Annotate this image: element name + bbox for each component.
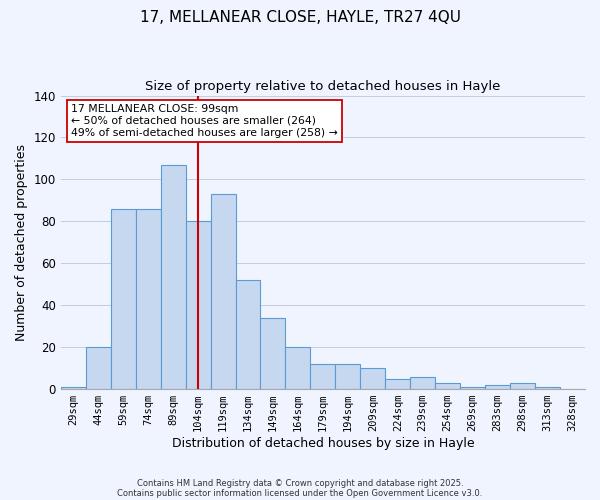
Bar [61, 387, 86, 389]
Text: Contains HM Land Registry data © Crown copyright and database right 2025.: Contains HM Land Registry data © Crown c… [137, 478, 463, 488]
Bar [111, 209, 136, 389]
Bar [485, 385, 510, 389]
Bar [161, 164, 185, 389]
Bar [136, 209, 161, 389]
Bar [510, 383, 535, 389]
Bar [185, 222, 211, 389]
Text: 17, MELLANEAR CLOSE, HAYLE, TR27 4QU: 17, MELLANEAR CLOSE, HAYLE, TR27 4QU [139, 10, 461, 25]
Bar [435, 383, 460, 389]
Bar [86, 347, 111, 389]
X-axis label: Distribution of detached houses by size in Hayle: Distribution of detached houses by size … [172, 437, 474, 450]
Bar [286, 347, 310, 389]
Y-axis label: Number of detached properties: Number of detached properties [15, 144, 28, 341]
Bar [335, 364, 361, 389]
Text: Contains public sector information licensed under the Open Government Licence v3: Contains public sector information licen… [118, 488, 482, 498]
Bar [211, 194, 236, 389]
Bar [310, 364, 335, 389]
Bar [236, 280, 260, 389]
Bar [260, 318, 286, 389]
Title: Size of property relative to detached houses in Hayle: Size of property relative to detached ho… [145, 80, 500, 93]
Text: 17 MELLANEAR CLOSE: 99sqm
← 50% of detached houses are smaller (264)
49% of semi: 17 MELLANEAR CLOSE: 99sqm ← 50% of detac… [71, 104, 338, 138]
Bar [460, 387, 485, 389]
Bar [385, 378, 410, 389]
Bar [535, 387, 560, 389]
Bar [410, 376, 435, 389]
Bar [361, 368, 385, 389]
